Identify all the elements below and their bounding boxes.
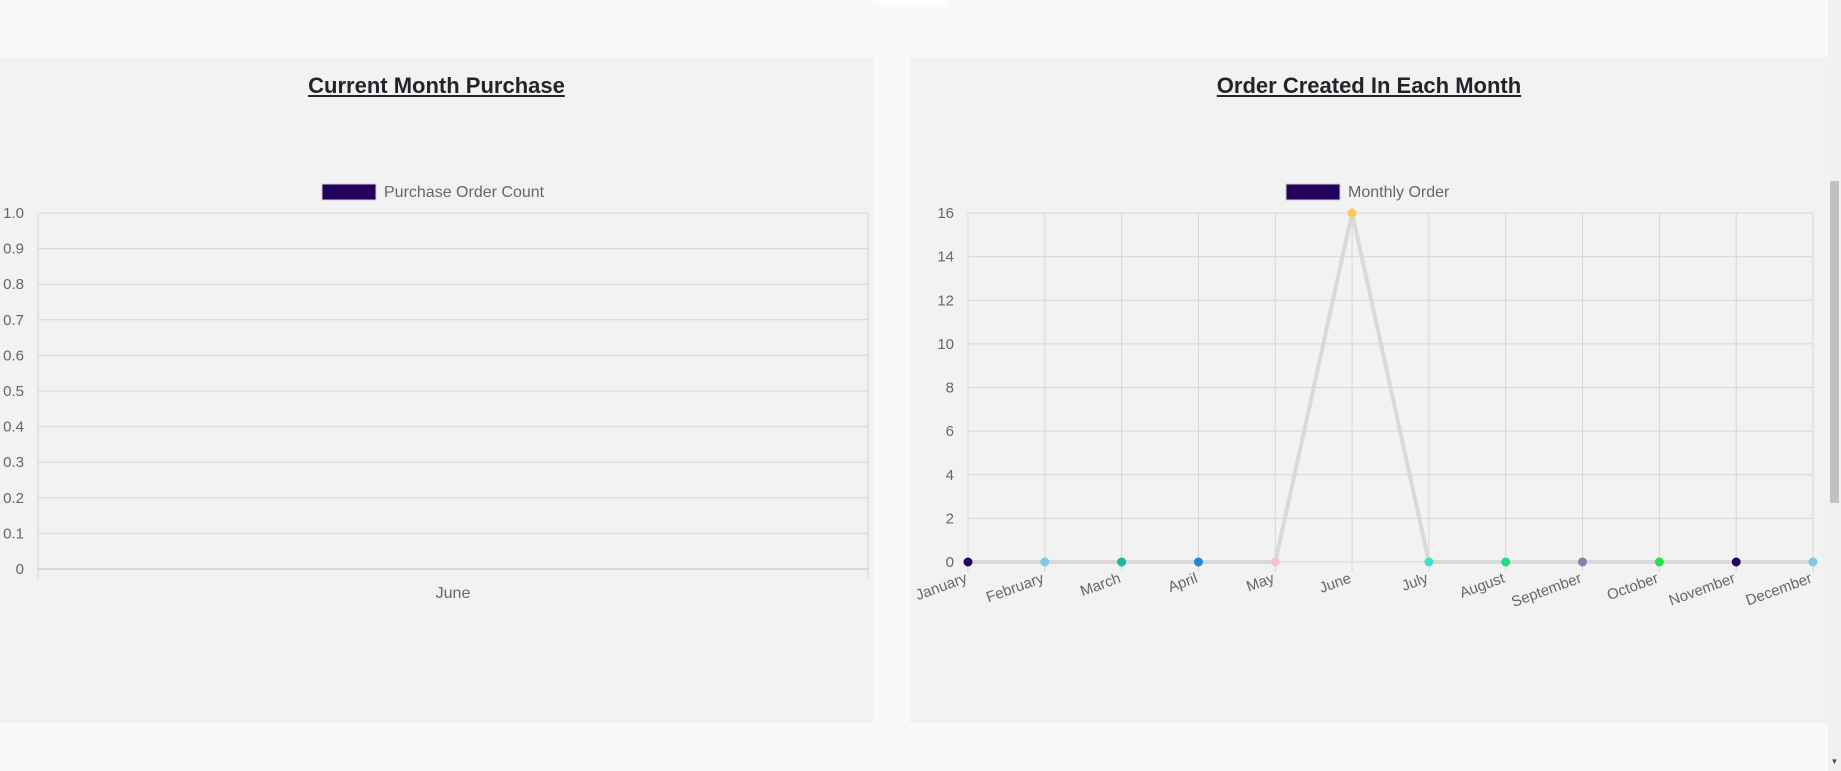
y-tick-label: 0.9 <box>3 241 24 258</box>
y-tick-label: 0.1 <box>3 525 24 542</box>
y-tick-label: 0.6 <box>3 347 24 364</box>
data-point <box>1654 557 1664 567</box>
legend-swatch <box>321 183 377 201</box>
y-tick-label: 4 <box>946 467 954 484</box>
y-tick-label: 0.5 <box>3 383 24 400</box>
data-point <box>1040 557 1050 567</box>
y-tick-label: 0.3 <box>3 454 24 471</box>
x-tick-label: November <box>1667 570 1738 610</box>
data-point <box>1347 208 1357 218</box>
y-tick-label: 0.8 <box>3 276 24 293</box>
data-point <box>1270 557 1280 567</box>
order-created-panel: Order Created In Each Month Monthly Orde… <box>910 57 1828 723</box>
x-tick-label: December <box>1744 570 1815 610</box>
legend-swatch <box>1285 183 1341 201</box>
x-tick-label: June <box>1317 570 1353 597</box>
data-point <box>963 557 973 567</box>
chart-title: Current Month Purchase <box>308 73 565 98</box>
x-tick-label: January <box>913 570 969 604</box>
scrollbar-thumb[interactable] <box>1830 181 1839 503</box>
x-tick-label: June <box>436 585 471 602</box>
data-point <box>1808 557 1818 567</box>
x-tick-label: April <box>1166 570 1200 596</box>
y-tick-label: 1.0 <box>3 205 24 222</box>
top-bar <box>0 0 1828 57</box>
x-tick-label: February <box>984 570 1047 607</box>
y-tick-label: 0.7 <box>3 312 24 329</box>
y-tick-label: 0.2 <box>3 490 24 507</box>
data-point <box>1731 557 1741 567</box>
y-tick-label: 0 <box>946 554 954 571</box>
x-tick-label: March <box>1078 570 1123 600</box>
y-tick-label: 16 <box>937 205 954 222</box>
top-bar-notch <box>873 0 946 4</box>
data-point <box>1117 557 1127 567</box>
x-tick-label: October <box>1605 570 1661 604</box>
bottom-bar <box>0 723 1828 771</box>
legend-label: Monthly Order <box>1348 184 1450 201</box>
data-point <box>1578 557 1588 567</box>
x-tick-label: May <box>1244 570 1277 596</box>
y-tick-label: 6 <box>946 423 954 440</box>
series-line <box>968 211 1813 564</box>
chart-title: Order Created In Each Month <box>1216 73 1522 98</box>
current-month-purchase-panel: Current Month Purchase Purchase Order Co… <box>0 57 873 723</box>
y-tick-label: 0.4 <box>3 419 24 436</box>
y-tick-label: 14 <box>937 249 954 266</box>
purchase-bar-chart: Purchase Order Count 1.0 0.9 0.8 0.7 0.6 0.5 0.… <box>3 183 869 602</box>
y-tick-label: 10 <box>937 336 954 353</box>
x-tick-label: July <box>1399 570 1430 595</box>
x-tick-label: September <box>1509 570 1584 611</box>
y-tick-label: 2 <box>946 510 954 527</box>
legend-label: Purchase Order Count <box>384 184 545 201</box>
y-tick-label: 0 <box>16 561 24 578</box>
data-point <box>1501 557 1511 567</box>
x-tick-label: August <box>1457 570 1507 602</box>
data-point <box>1424 557 1434 567</box>
y-tick-label: 12 <box>937 292 954 309</box>
scroll-down-arrow-icon[interactable]: ▼ <box>1830 757 1839 766</box>
data-point <box>1193 557 1203 567</box>
y-tick-label: 8 <box>946 380 954 397</box>
